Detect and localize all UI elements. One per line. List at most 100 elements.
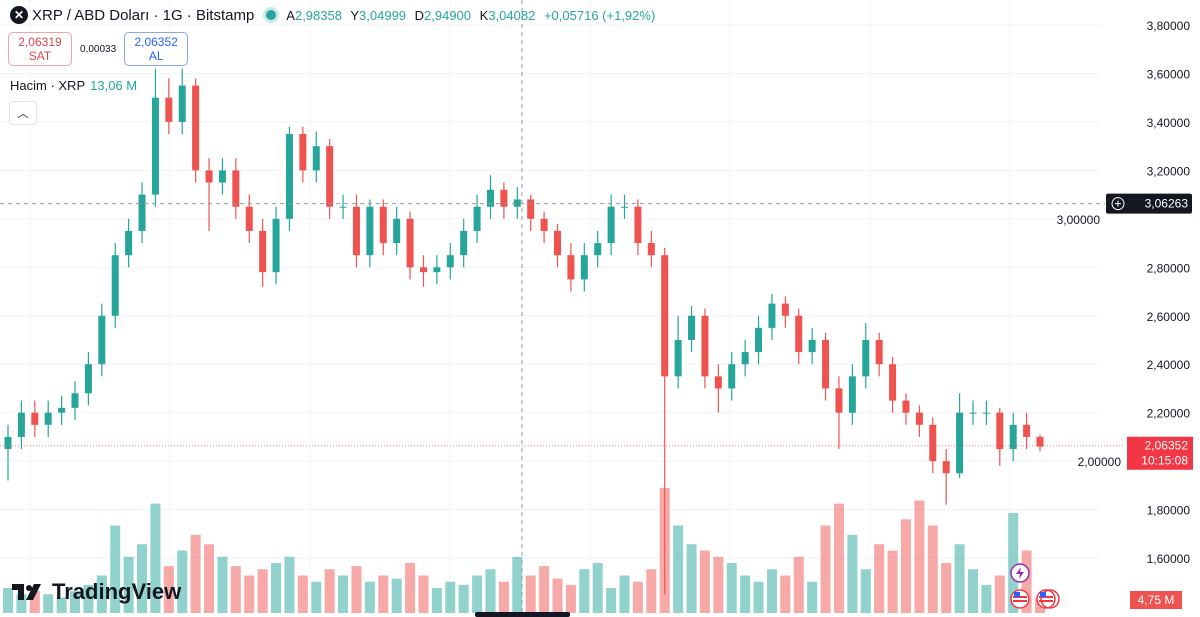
lightning-event-icon[interactable] bbox=[1010, 563, 1030, 583]
candle-body bbox=[259, 230, 267, 273]
tradingview-logo-icon bbox=[12, 584, 41, 600]
volume-bar bbox=[217, 556, 228, 613]
candle-body bbox=[741, 352, 749, 365]
candle-body bbox=[755, 327, 763, 353]
collapse-legend-button[interactable]: ︿ bbox=[9, 101, 37, 125]
candle-body bbox=[84, 364, 92, 394]
volume-bar bbox=[606, 588, 617, 613]
candle-body bbox=[272, 218, 280, 273]
candle-body bbox=[1009, 424, 1017, 450]
candle-body bbox=[647, 243, 655, 256]
volume-bar bbox=[378, 575, 389, 613]
candle-body bbox=[98, 315, 106, 365]
volume-bar bbox=[445, 581, 456, 613]
add-alert-icon[interactable] bbox=[1111, 197, 1125, 211]
volume-bar bbox=[244, 575, 255, 613]
candle-body bbox=[500, 189, 508, 207]
candle-body bbox=[17, 412, 25, 437]
us-flag-event-icon[interactable] bbox=[1036, 589, 1060, 609]
buy-button[interactable]: 2,06352 AL bbox=[124, 32, 189, 66]
candle-body bbox=[661, 255, 669, 377]
candle-body bbox=[996, 412, 1004, 450]
candle-body bbox=[379, 206, 387, 244]
volume-bar bbox=[900, 519, 911, 613]
candle-body bbox=[688, 315, 696, 340]
candle-body bbox=[205, 170, 213, 183]
time-scrollbar[interactable] bbox=[475, 612, 570, 617]
candle-body bbox=[714, 376, 722, 389]
volume-bar bbox=[163, 566, 174, 613]
candle-body bbox=[540, 218, 548, 231]
volume-bar bbox=[297, 575, 308, 613]
volume-bar bbox=[311, 581, 322, 613]
volume-bar bbox=[887, 550, 898, 613]
last-volume-text: 4,75 M bbox=[1138, 593, 1175, 607]
event-icons bbox=[1010, 563, 1060, 609]
volume-bar bbox=[820, 525, 831, 613]
countdown-text: 10:15:08 bbox=[1141, 454, 1188, 468]
candle-body bbox=[326, 146, 334, 207]
volume-legend: Hacim · XRP 13,06 M bbox=[10, 78, 138, 93]
volume-bar bbox=[753, 581, 764, 613]
volume-bar bbox=[565, 584, 576, 613]
candle-body bbox=[768, 303, 776, 328]
candle-body bbox=[674, 339, 682, 377]
candle-body bbox=[594, 243, 602, 256]
volume-bar bbox=[525, 575, 536, 613]
candle-body bbox=[446, 255, 454, 268]
y-tick-label: 1,80000 bbox=[1147, 504, 1191, 518]
candle-body bbox=[299, 134, 307, 171]
volume-bar bbox=[981, 584, 992, 613]
candle-body bbox=[902, 400, 910, 413]
trade-panel: 2,06319 SAT 0,00033 2,06352 AL bbox=[8, 32, 189, 66]
volume-bar bbox=[418, 575, 429, 613]
volume-bar bbox=[860, 569, 871, 613]
candle-body bbox=[44, 412, 52, 425]
candle-body bbox=[795, 315, 803, 353]
candle-body bbox=[192, 85, 200, 171]
volume-bar bbox=[539, 566, 550, 613]
candle-body bbox=[956, 412, 964, 474]
volume-bar bbox=[83, 584, 94, 613]
candle-body bbox=[151, 97, 159, 195]
volume-bar bbox=[579, 569, 590, 613]
y-tick-label: 3,80000 bbox=[1147, 19, 1191, 33]
candle-body bbox=[580, 255, 588, 280]
candle-body bbox=[822, 339, 830, 389]
candle-body bbox=[1023, 424, 1031, 437]
candle-body bbox=[138, 194, 146, 231]
candle-body bbox=[848, 376, 856, 413]
us-flag-event-icon[interactable] bbox=[1010, 589, 1030, 609]
volume-bar bbox=[472, 575, 483, 613]
candle-body bbox=[486, 189, 494, 207]
volume-bar bbox=[994, 575, 1005, 613]
y-tick-label: 2,20000 bbox=[1147, 407, 1191, 421]
candle-body bbox=[232, 170, 240, 207]
tradingview-logo[interactable]: TradingView bbox=[12, 579, 181, 605]
symbol-legend: ✕ XRP / ABD Doları · 1G · Bitstamp A2,98… bbox=[10, 6, 660, 24]
xrp-logo-icon: ✕ bbox=[10, 6, 28, 24]
y-tick-label: 2,40000 bbox=[1147, 358, 1191, 372]
symbol-title[interactable]: XRP / ABD Doları · 1G · Bitstamp bbox=[32, 6, 255, 24]
candle-body bbox=[889, 364, 897, 401]
last-price-label bbox=[1127, 436, 1193, 470]
crosshair-price-text: 3,06263 bbox=[1145, 197, 1189, 211]
ohlc-values: A2,98358 Y3,04999 D2,94900 K3,04082 +0,0… bbox=[286, 7, 656, 23]
volume-bar bbox=[271, 563, 282, 613]
volume-bar bbox=[43, 594, 54, 613]
y-tick-label: 2,80000 bbox=[1147, 261, 1191, 275]
volume-bar bbox=[927, 525, 938, 613]
volume-bar bbox=[592, 563, 603, 613]
volume-bar bbox=[431, 588, 442, 613]
candle-body bbox=[406, 218, 414, 268]
candle-body bbox=[554, 230, 562, 256]
volume-bar bbox=[941, 563, 952, 613]
volume-bar bbox=[793, 556, 804, 613]
plus-icon bbox=[1115, 200, 1121, 207]
volume-bar bbox=[498, 581, 509, 613]
candle-body bbox=[473, 206, 481, 231]
sell-button[interactable]: 2,06319 SAT bbox=[8, 32, 72, 66]
candle-body bbox=[4, 436, 12, 450]
volume-bar bbox=[29, 591, 40, 613]
